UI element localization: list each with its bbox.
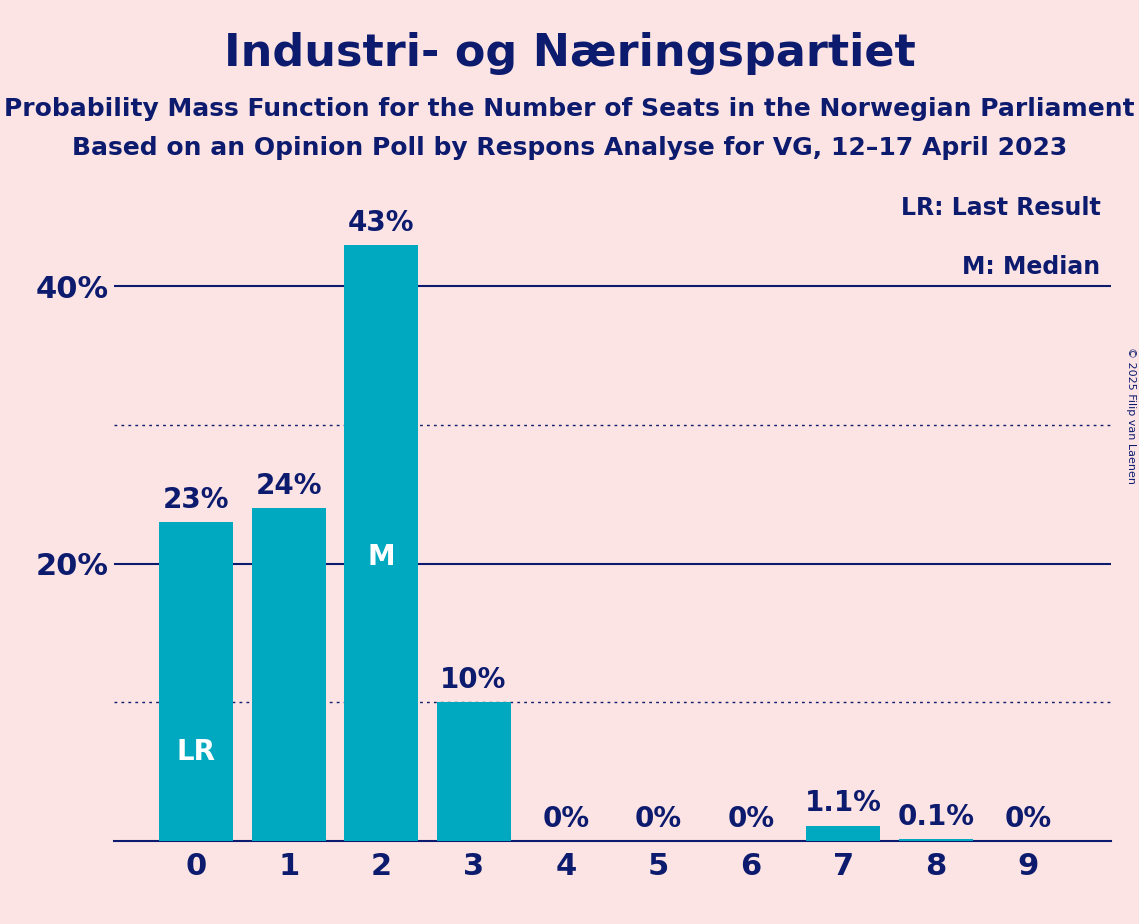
Text: LR: Last Result: LR: Last Result xyxy=(901,196,1100,220)
Text: 0%: 0% xyxy=(634,805,682,833)
Text: 10%: 10% xyxy=(441,666,507,694)
Text: 23%: 23% xyxy=(163,486,229,514)
Text: 0%: 0% xyxy=(1005,805,1051,833)
Text: 24%: 24% xyxy=(255,472,322,500)
Text: 43%: 43% xyxy=(347,209,415,237)
Text: Probability Mass Function for the Number of Seats in the Norwegian Parliament: Probability Mass Function for the Number… xyxy=(5,97,1134,121)
Text: Based on an Opinion Poll by Respons Analyse for VG, 12–17 April 2023: Based on an Opinion Poll by Respons Anal… xyxy=(72,136,1067,160)
Text: 0%: 0% xyxy=(728,805,775,833)
Text: 0.1%: 0.1% xyxy=(898,803,974,832)
Bar xyxy=(806,826,880,841)
Text: M: Median: M: Median xyxy=(962,254,1100,278)
Text: Industri- og Næringspartiet: Industri- og Næringspartiet xyxy=(223,32,916,76)
Text: 0%: 0% xyxy=(542,805,590,833)
Bar xyxy=(344,245,418,841)
Bar xyxy=(159,522,233,841)
Bar xyxy=(436,702,510,841)
Bar xyxy=(899,840,973,841)
Text: 1.1%: 1.1% xyxy=(805,789,882,818)
Text: M: M xyxy=(367,542,395,571)
Text: LR: LR xyxy=(177,737,215,766)
Bar xyxy=(252,508,326,841)
Text: © 2025 Filip van Laenen: © 2025 Filip van Laenen xyxy=(1126,347,1136,484)
